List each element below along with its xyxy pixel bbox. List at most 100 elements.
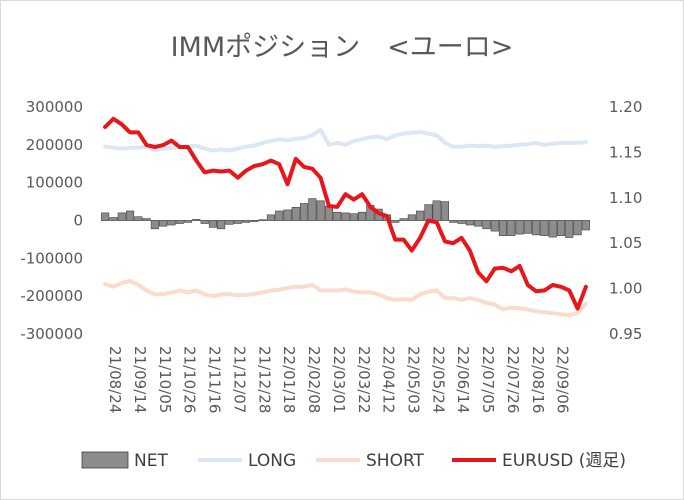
net-bar [556, 220, 566, 236]
y-right-tick-label: 1.05 [609, 234, 642, 252]
net-bar [548, 220, 557, 238]
x-tick-label: 21/12/28 [255, 346, 273, 413]
net-bar [474, 220, 483, 227]
net-bar [515, 220, 524, 235]
legend-label: SHORT [366, 451, 425, 471]
net-bar [498, 220, 508, 236]
y-right-tick-label: 0.95 [609, 325, 642, 343]
series-line-eurusd [103, 116, 588, 311]
x-tick-label: 21/11/16 [206, 346, 224, 413]
net-bar [134, 216, 143, 221]
net-bar [266, 214, 276, 221]
net-bar [432, 200, 441, 221]
net-bar [217, 220, 226, 230]
net-bar [416, 210, 425, 221]
net-bar [349, 213, 358, 221]
legend-label: EURUSD (週足) [502, 451, 626, 471]
net-bar [532, 220, 541, 236]
net-bar [333, 211, 342, 221]
x-tick-label: 22/06/14 [454, 346, 472, 413]
net-bar [316, 200, 325, 221]
net-bar [523, 220, 532, 234]
net-bar [283, 209, 292, 221]
y-left-tick-label: 300000 [26, 98, 83, 116]
net-bar [424, 204, 433, 221]
y-left-tick-label: -200000 [20, 287, 83, 305]
x-axis: 21/08/24 21/09/14 21/10/05 21/10/26 21/11/16… [106, 346, 572, 413]
net-bar [117, 212, 126, 221]
net-bar [507, 220, 516, 236]
net-bar [200, 220, 209, 224]
x-tick-label: 22/02/08 [305, 346, 323, 413]
net-bar [150, 220, 159, 230]
net-bar [440, 201, 450, 221]
x-tick-label: 21/10/26 [181, 346, 199, 413]
series-lines [103, 116, 588, 318]
net-bar [465, 220, 474, 226]
chart-title: IMMポジション <ユーロ> [171, 32, 514, 63]
x-tick-label: 22/07/05 [479, 346, 497, 413]
x-tick-label: 22/03/22 [355, 346, 373, 413]
net-bar [573, 220, 582, 236]
net-bar [581, 220, 590, 231]
net-bar [192, 219, 201, 221]
y-left-tick-label: 200000 [26, 136, 83, 154]
net-bar [250, 220, 259, 222]
net-bar [126, 210, 135, 221]
series-line-short [103, 279, 588, 318]
y-right-tick-label: 1.10 [609, 189, 642, 207]
net-bar [299, 203, 309, 221]
net-bar [225, 220, 234, 225]
x-tick-label: 22/08/16 [529, 346, 547, 413]
y-right-tick-label: 1.00 [609, 280, 642, 298]
net-bar [208, 220, 217, 228]
net-bar [101, 212, 110, 221]
y-left-axis: 300000 200000 100000 0 -100000 -200000 -300000 [20, 98, 83, 343]
net-bar [449, 220, 458, 223]
net-bar [142, 218, 151, 221]
net-bar [242, 220, 251, 223]
legend-label: NET [134, 451, 168, 471]
y-left-tick-label: 100000 [26, 174, 83, 192]
x-tick-label: 22/04/12 [380, 346, 398, 413]
x-tick-label: 21/09/14 [131, 346, 149, 413]
net-bar [184, 220, 193, 223]
y-left-tick-label: 0 [73, 212, 83, 230]
net-bar [540, 220, 549, 236]
net-bar [159, 220, 168, 227]
net-bar [407, 214, 416, 221]
legend: NET LONG SHORT EURUSD (週足) [81, 451, 626, 471]
net-bar [391, 220, 400, 223]
net-bar [490, 220, 499, 232]
x-tick-label: 22/05/03 [405, 346, 423, 413]
net-bar [341, 212, 350, 221]
net-bar [308, 198, 317, 221]
y-right-tick-label: 1.15 [609, 143, 642, 161]
net-bar [167, 220, 176, 226]
y-right-tick-label: 1.20 [609, 98, 642, 116]
x-tick-label: 22/07/26 [504, 346, 522, 413]
x-tick-label: 22/05/24 [429, 346, 447, 413]
net-bar [275, 210, 284, 221]
net-bar [258, 219, 267, 221]
net-bar [109, 217, 118, 221]
net-bar [399, 218, 408, 221]
net-bar [482, 220, 491, 230]
y-left-tick-label: -100000 [20, 249, 83, 267]
x-tick-label: 22/03/01 [330, 346, 348, 413]
x-tick-label: 21/08/24 [106, 346, 124, 413]
net-bar [233, 220, 242, 224]
legend-label: LONG [248, 451, 296, 471]
net-bar [357, 211, 367, 221]
net-bar [565, 220, 574, 238]
x-tick-label: 21/12/07 [230, 346, 248, 413]
net-bar [457, 220, 466, 224]
y-left-tick-label: -300000 [20, 325, 83, 343]
x-tick-label: 21/10/05 [156, 346, 174, 413]
legend-swatch-net [81, 451, 129, 469]
net-bar [291, 207, 300, 221]
x-tick-label: 22/01/18 [280, 346, 298, 413]
net-bars [101, 198, 590, 238]
